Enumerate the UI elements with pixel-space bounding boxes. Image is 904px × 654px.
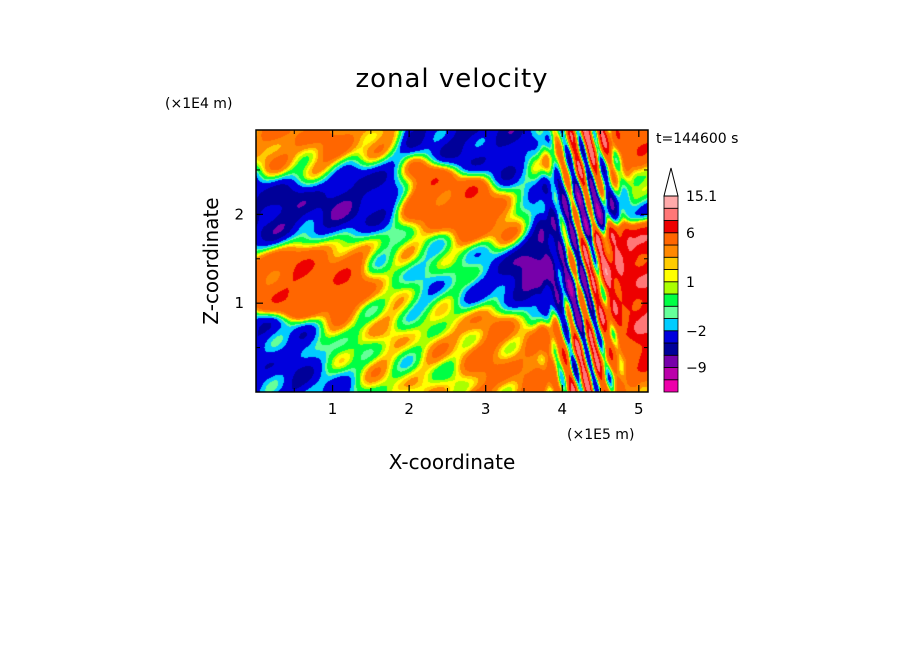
- colorbar-band: [663, 232, 679, 246]
- colorbar-band: [663, 354, 679, 368]
- plot-frame: [255, 129, 649, 393]
- colorbar-band: [663, 318, 679, 332]
- colorbar-label: 6: [686, 226, 695, 242]
- colorbar-band: [663, 330, 679, 344]
- x-axis-label: X-coordinate: [389, 450, 516, 474]
- chart-title: zonal velocity: [355, 64, 548, 94]
- x-tick-label: 4: [557, 400, 567, 418]
- colorbar-band: [663, 269, 679, 283]
- x-axis: 1 2 3 4 5: [293, 130, 644, 418]
- y-tick-label: 2: [234, 205, 244, 223]
- y-tick-label: 1: [234, 294, 244, 312]
- y-scale-label: (×1E4 m): [165, 96, 232, 112]
- time-label: t=144600 s: [656, 131, 738, 147]
- colorbar-label: 15.1: [686, 189, 717, 205]
- x-scale-label: (×1E5 m): [567, 427, 634, 443]
- colorbar-band: [663, 342, 679, 356]
- x-tick-label: 3: [481, 400, 491, 418]
- colorbar-label: −2: [686, 324, 707, 340]
- colorbar-extend-arrow: [663, 167, 679, 197]
- colorbar-band: [663, 305, 679, 319]
- colorbar-label: −9: [686, 361, 707, 377]
- colorbar-band: [663, 220, 679, 234]
- x-tick-label: 5: [634, 400, 644, 418]
- colorbar-band: [663, 367, 679, 381]
- colorbar-band: [663, 244, 679, 258]
- y-axis: 12: [234, 169, 648, 349]
- colorbar-band: [663, 293, 679, 307]
- colorbar-band: [663, 281, 679, 295]
- colorbar-band: [663, 207, 679, 221]
- colorbar-band: [663, 195, 679, 209]
- colorbar: 15.1 6 1 −2 −9: [663, 167, 717, 393]
- y-axis-label: Z-coordinate: [199, 197, 223, 324]
- contour-field: [256, 130, 648, 392]
- x-tick-label: 1: [328, 400, 338, 418]
- x-tick-label: 2: [404, 400, 414, 418]
- colorbar-label: 1: [686, 275, 695, 291]
- colorbar-band: [663, 379, 679, 393]
- colorbar-band: [663, 256, 679, 270]
